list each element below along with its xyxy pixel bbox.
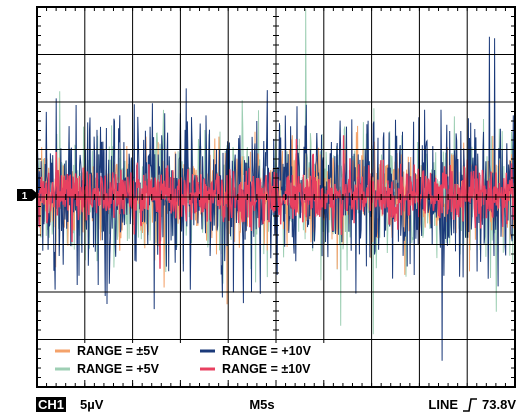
trigger-readout: LINE 73.8V <box>428 397 516 412</box>
channel-badge: CH1 <box>36 397 67 412</box>
status-bar: CH1 5µV M5s LINE 73.8V <box>0 393 524 417</box>
channel-marker: 1 <box>17 189 39 202</box>
plot-frame <box>36 6 516 388</box>
timebase: M5s <box>249 397 275 412</box>
vertical-scale: 5µV <box>80 397 104 412</box>
legend-label: RANGE = +10V <box>222 344 312 358</box>
legend-background <box>48 343 351 380</box>
legend-label: RANGE = +5V <box>77 362 160 376</box>
oscilloscope-chart: RANGE = ±5V RANGE = +10V RANGE = +5V RANGE … <box>17 6 516 388</box>
legend-label: RANGE = ±5V <box>77 344 159 358</box>
rising-edge-icon <box>463 397 478 412</box>
legend: RANGE = ±5V RANGE = +10V RANGE = +5V RANGE … <box>48 343 351 380</box>
trigger-source: LINE <box>428 397 459 412</box>
channel-marker-label: 1 <box>22 191 28 202</box>
legend-label: RANGE = ±10V <box>222 362 311 376</box>
graticule <box>37 7 515 387</box>
trigger-level: 73.8V <box>482 397 516 412</box>
